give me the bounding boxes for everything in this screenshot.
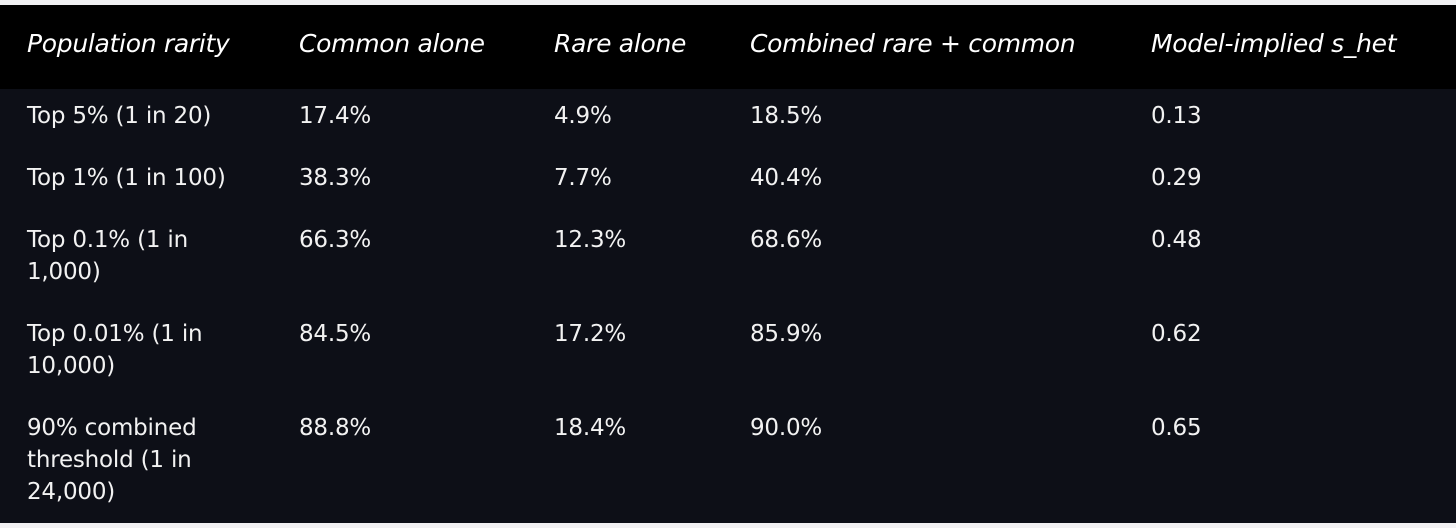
cell-rare: 17.2%	[554, 321, 627, 347]
cell-rare: 4.9%	[554, 103, 612, 129]
table-header: Population rarity Common alone Rare alon…	[0, 5, 1456, 89]
cell-combined: 68.6%	[750, 227, 823, 253]
cell-common: 84.5%	[299, 321, 372, 347]
header-combined: Combined rare + common	[750, 29, 1076, 58]
cell-rarity: 90% combined threshold (1 in 24,000)	[27, 415, 197, 505]
cell-shet: 0.13	[1151, 103, 1202, 129]
cell-rarity: Top 0.01% (1 in 10,000)	[27, 321, 203, 379]
results-table: Population rarity Common alone Rare alon…	[0, 5, 1456, 523]
cell-rarity: Top 5% (1 in 20)	[27, 103, 212, 129]
cell-rare: 18.4%	[554, 415, 627, 441]
cell-combined: 40.4%	[750, 165, 823, 191]
cell-combined: 90.0%	[750, 415, 823, 441]
cell-combined: 85.9%	[750, 321, 823, 347]
header-model-implied-shet: Model-implied s_het	[1151, 29, 1397, 58]
cell-shet: 0.48	[1151, 227, 1202, 253]
cell-rarity: Top 1% (1 in 100)	[27, 165, 226, 191]
cell-rare: 7.7%	[554, 165, 612, 191]
cell-shet: 0.29	[1151, 165, 1202, 191]
header-rare-alone: Rare alone	[554, 29, 687, 58]
cell-common: 17.4%	[299, 103, 372, 129]
cell-rare: 12.3%	[554, 227, 627, 253]
cell-combined: 18.5%	[750, 103, 823, 129]
cell-common: 88.8%	[299, 415, 372, 441]
cell-common: 66.3%	[299, 227, 372, 253]
header-population-rarity: Population rarity	[27, 29, 230, 58]
cell-rarity: Top 0.1% (1 in 1,000)	[27, 227, 188, 285]
cell-common: 38.3%	[299, 165, 372, 191]
cell-shet: 0.62	[1151, 321, 1202, 347]
cell-shet: 0.65	[1151, 415, 1202, 441]
header-common-alone: Common alone	[299, 29, 485, 58]
